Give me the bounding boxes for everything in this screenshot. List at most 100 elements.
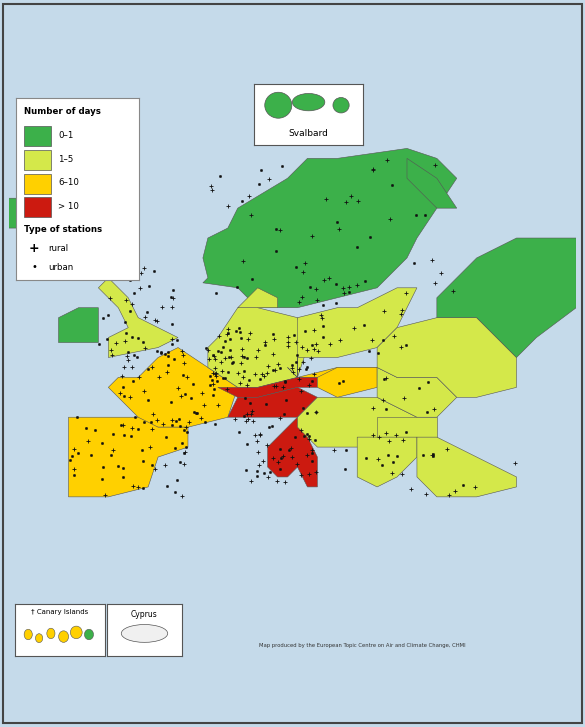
- Point: [205, 379, 215, 391]
- Point: [167, 301, 177, 313]
- Point: [177, 438, 187, 449]
- Point: [176, 457, 185, 468]
- Point: [318, 331, 328, 342]
- Point: [450, 485, 460, 497]
- Point: [379, 305, 388, 317]
- Point: [139, 336, 148, 348]
- Point: [91, 424, 100, 435]
- Point: [208, 350, 218, 361]
- Point: [382, 154, 391, 166]
- Point: [163, 366, 172, 377]
- Polygon shape: [98, 278, 178, 358]
- Point: [243, 438, 252, 449]
- Point: [298, 356, 307, 368]
- Point: [309, 324, 319, 336]
- Point: [94, 338, 104, 350]
- Point: [180, 446, 190, 458]
- Point: [401, 340, 410, 351]
- Point: [114, 459, 123, 471]
- Point: [406, 483, 415, 495]
- Point: [128, 298, 137, 310]
- Point: [421, 209, 430, 221]
- Point: [273, 358, 283, 370]
- Point: [377, 459, 387, 470]
- Point: [167, 318, 176, 330]
- Point: [206, 180, 215, 192]
- Point: [286, 442, 295, 454]
- Point: [73, 411, 82, 423]
- Point: [289, 329, 298, 341]
- Point: [381, 427, 390, 438]
- Point: [300, 257, 309, 269]
- Point: [250, 368, 260, 379]
- Point: [129, 376, 138, 387]
- Point: [209, 350, 219, 362]
- Point: [171, 415, 181, 427]
- Point: [399, 392, 408, 403]
- Point: [329, 444, 338, 456]
- Point: [221, 335, 230, 347]
- Point: [173, 474, 182, 486]
- Point: [301, 364, 311, 375]
- Point: [302, 428, 312, 440]
- Point: [98, 461, 107, 473]
- Point: [374, 432, 383, 443]
- Point: [239, 371, 248, 382]
- Point: [436, 267, 446, 278]
- Bar: [24, 126, 51, 146]
- Point: [292, 261, 301, 273]
- Point: [271, 245, 280, 257]
- Point: [207, 374, 216, 386]
- Point: [431, 159, 440, 171]
- Point: [238, 255, 247, 267]
- Point: [182, 441, 191, 453]
- Point: [280, 476, 290, 488]
- Point: [269, 452, 278, 464]
- Point: [271, 380, 281, 392]
- Point: [254, 446, 263, 457]
- Point: [335, 334, 344, 345]
- Point: [307, 375, 316, 387]
- Text: +: +: [29, 243, 39, 255]
- Point: [275, 463, 284, 475]
- Point: [257, 164, 266, 176]
- Point: [127, 331, 136, 342]
- Point: [281, 376, 290, 387]
- Point: [136, 267, 146, 278]
- Ellipse shape: [265, 92, 292, 119]
- Point: [341, 196, 350, 208]
- Point: [106, 344, 115, 356]
- Point: [307, 339, 316, 350]
- Point: [269, 348, 278, 360]
- Point: [318, 300, 328, 311]
- Point: [401, 426, 411, 438]
- Point: [211, 370, 221, 382]
- Polygon shape: [357, 437, 417, 487]
- Point: [290, 431, 300, 443]
- Point: [397, 468, 407, 480]
- Point: [118, 471, 128, 483]
- Point: [305, 281, 314, 293]
- Point: [140, 342, 149, 354]
- Point: [184, 416, 194, 427]
- Point: [245, 397, 254, 409]
- Point: [312, 294, 322, 305]
- Point: [239, 410, 249, 422]
- Point: [128, 361, 137, 373]
- Point: [304, 430, 314, 441]
- Point: [224, 200, 233, 212]
- Point: [270, 364, 280, 376]
- Point: [221, 352, 230, 364]
- Point: [229, 356, 238, 368]
- Point: [223, 327, 232, 339]
- Point: [248, 414, 257, 426]
- Point: [259, 455, 268, 467]
- Point: [428, 450, 437, 462]
- Point: [369, 163, 378, 174]
- Point: [276, 362, 285, 374]
- Point: [365, 231, 374, 243]
- Point: [218, 372, 228, 384]
- Point: [238, 343, 247, 355]
- Point: [235, 426, 244, 438]
- Point: [214, 399, 223, 411]
